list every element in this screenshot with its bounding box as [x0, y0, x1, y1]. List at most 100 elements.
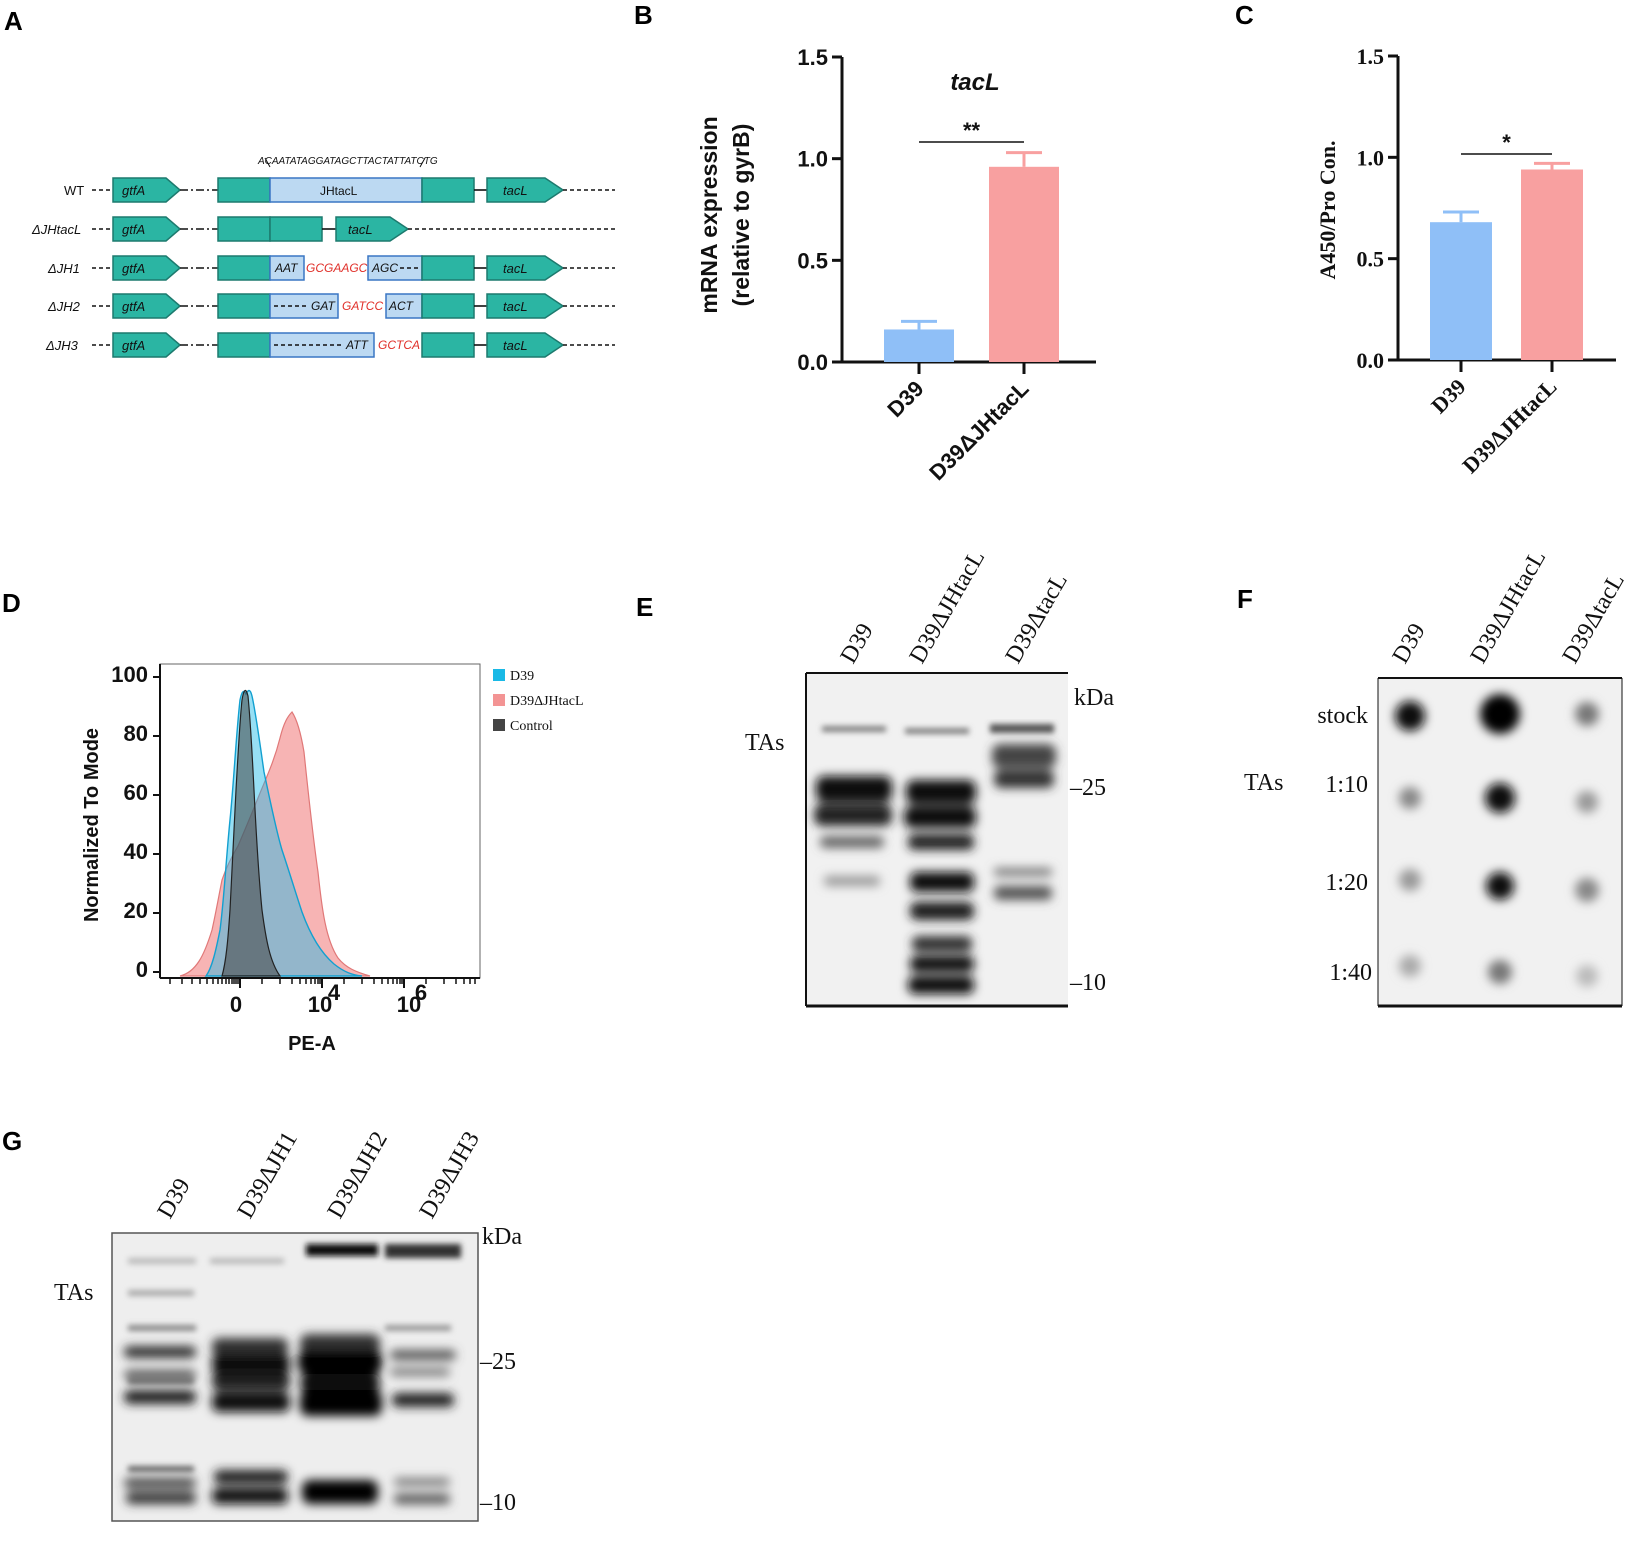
bar-0: [884, 329, 954, 362]
seq-black-1: AAT: [274, 261, 299, 275]
gene-label-tacL: tacL: [503, 183, 528, 198]
y-tick-label: 80: [124, 721, 148, 746]
panel-a-diagram: ACAATATAGGATAGCTTACTATTATCTG WT gtfA JHt…: [31, 156, 615, 358]
panel-letter-c: C: [1235, 0, 1254, 30]
blot-e-marker-10: –10: [1069, 970, 1106, 996]
y-tick-label: 0.0: [1357, 348, 1385, 373]
blot-g-unit: kDa: [482, 1224, 522, 1250]
y-tick-label: 0.5: [797, 248, 828, 273]
chart-c-ylabel: A450/Pro Con.: [1315, 141, 1340, 280]
row-label-djh3: ΔJH3: [45, 338, 79, 353]
x-category-label-0: D39: [882, 376, 928, 422]
blot-e-row-label: TAs: [745, 730, 784, 756]
row-wt: WT gtfA JHtacL tacL: [64, 177, 615, 203]
blot-e-lane-3: D39ΔtacL: [1001, 569, 1073, 668]
blot-f-lane-2: D39ΔJHtacL: [1466, 546, 1552, 668]
blot-e-marker-10-value: 10: [1082, 970, 1106, 996]
legend-swatch-d39: [493, 669, 505, 681]
row-label-djhtacl: ΔJHtacL: [31, 222, 81, 237]
significance-stars: **: [963, 118, 981, 143]
blot-e: D39 D39ΔJHtacL D39ΔtacL TAs: [745, 546, 1114, 1008]
x-category-label-0: D39: [1426, 374, 1470, 418]
gene-tacL: [486, 177, 565, 203]
row-djh3: ΔJH3 gtfA ATT GCTCA tacL: [45, 332, 615, 358]
panel-letter-a: A: [4, 6, 23, 36]
legend-d39-djhtacl: D39ΔJHtacL: [510, 694, 584, 709]
xtick-exp-2: 6: [415, 980, 427, 1005]
y-tick-label: 1.0: [797, 147, 828, 172]
bar-0: [1430, 222, 1492, 360]
seq-black-2: ACT: [388, 299, 415, 313]
chart-b-ylabel-2: (relative to gyrB): [728, 124, 754, 307]
legend-control: Control: [510, 719, 553, 734]
xtick-base-1: 10: [308, 992, 332, 1017]
blot-f: D39 D39ΔJHtacL D39ΔtacL TAs stock 1:10 1…: [1244, 546, 1630, 1008]
gene-label-tacL: tacL: [503, 299, 528, 314]
blot-f-dots: [1395, 694, 1599, 987]
xtick-exp-1: 4: [328, 980, 341, 1005]
chart-d-xlabel: PE-A: [288, 1033, 336, 1055]
y-tick-label: 0: [136, 957, 148, 982]
gene-label-gtfA: gtfA: [122, 183, 145, 198]
seq-black-1: ATT: [345, 338, 369, 352]
gene-label-tacL: tacL: [503, 261, 528, 276]
gene-label-gtfA: gtfA: [122, 222, 145, 237]
chart-d: 0 20 40 60 80 100 0 10 4 10 6 PE-A Normalized…: [81, 662, 584, 1055]
row-label-djh1: ΔJH1: [47, 261, 80, 276]
jh-box: [269, 177, 423, 203]
gene-label-gtfA: gtfA: [122, 338, 145, 353]
blot-g-lane-3: D39ΔJH2: [323, 1127, 393, 1223]
row-djh2: ΔJH2 gtfA GAT GATCC ACT tacL: [47, 293, 615, 319]
dilution-1-20: 1:20: [1325, 870, 1368, 896]
blot-e-lane-1: D39: [836, 619, 879, 668]
gene-gtfA: [112, 177, 182, 203]
row-label-djh2: ΔJH2: [47, 299, 81, 314]
dilution-1-40: 1:40: [1329, 960, 1372, 986]
dilution-stock: stock: [1317, 703, 1368, 729]
panel-letter-b: B: [634, 0, 653, 30]
blot-g-marker-10-value: 10: [492, 1490, 516, 1516]
blot-e-marker-25: –25: [1069, 775, 1106, 801]
blot-e-lane-2: D39ΔJHtacL: [905, 546, 991, 668]
panel-letter-f: F: [1237, 584, 1253, 614]
seq-red: GATCC: [342, 299, 383, 313]
seq-red: GCTCA: [378, 338, 420, 352]
blot-e-unit: kDa: [1074, 685, 1114, 711]
gene-label-tacL: tacL: [348, 222, 373, 237]
panel-letter-e: E: [636, 592, 653, 622]
xtick-base-2: 10: [397, 992, 421, 1017]
blot-g-bands: [124, 1244, 461, 1504]
seq-black-2: AGC: [371, 261, 398, 275]
blot-g-row-label: TAs: [54, 1280, 93, 1306]
panel-letter-d: D: [2, 588, 21, 618]
legend-swatch-d39-djhtacl: [493, 694, 505, 706]
significance-stars: *: [1502, 130, 1511, 155]
y-tick-label: 60: [124, 780, 148, 805]
seq-black-1: GAT: [311, 299, 336, 313]
y-tick-label: 1.0: [1357, 145, 1385, 170]
chart-d-yticks: 0 20 40 60 80 100: [111, 662, 160, 982]
row-label-wt: WT: [64, 183, 84, 198]
blot-g-lane-1: D39: [153, 1174, 196, 1223]
xtick-0: 0: [230, 992, 242, 1017]
blot-g-marker-25: –25: [479, 1349, 516, 1375]
blot-g: D39 D39ΔJH1 D39ΔJH2 D39ΔJH3 TAs: [54, 1127, 522, 1522]
blot-g-lane-2: D39ΔJH1: [233, 1127, 303, 1223]
chart-b: tacL mRNA expression (relative to gyrB) …: [696, 45, 1096, 485]
box-label-jhtacl: JHtacL: [320, 184, 358, 198]
blot-f-lane-1: D39: [1388, 619, 1431, 668]
blot-f-row-label: TAs: [1244, 770, 1283, 796]
histogram-control: [221, 689, 282, 977]
histogram-d39-djhtacl: [179, 711, 371, 977]
chart-d-legend: D39 D39ΔJHtacL Control: [493, 669, 584, 734]
y-tick-label: 100: [111, 662, 148, 687]
bar-1: [989, 166, 1059, 362]
legend-swatch-control: [493, 719, 505, 731]
row-djhtacl: ΔJHtacL gtfA tacL: [31, 216, 615, 242]
blot-f-lane-3: D39ΔtacL: [1558, 569, 1630, 668]
dilution-1-10: 1:10: [1325, 772, 1368, 798]
gene-label-gtfA: gtfA: [122, 261, 145, 276]
blot-e-bands: [814, 724, 1056, 994]
